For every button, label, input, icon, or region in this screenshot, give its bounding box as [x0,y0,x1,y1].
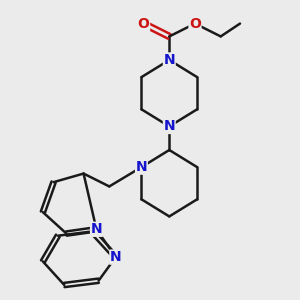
Text: N: N [91,222,102,236]
Text: N: N [164,53,175,67]
Text: N: N [136,160,147,174]
Text: O: O [138,16,149,31]
Text: N: N [110,250,122,264]
Text: O: O [189,16,201,31]
Text: N: N [164,119,175,134]
